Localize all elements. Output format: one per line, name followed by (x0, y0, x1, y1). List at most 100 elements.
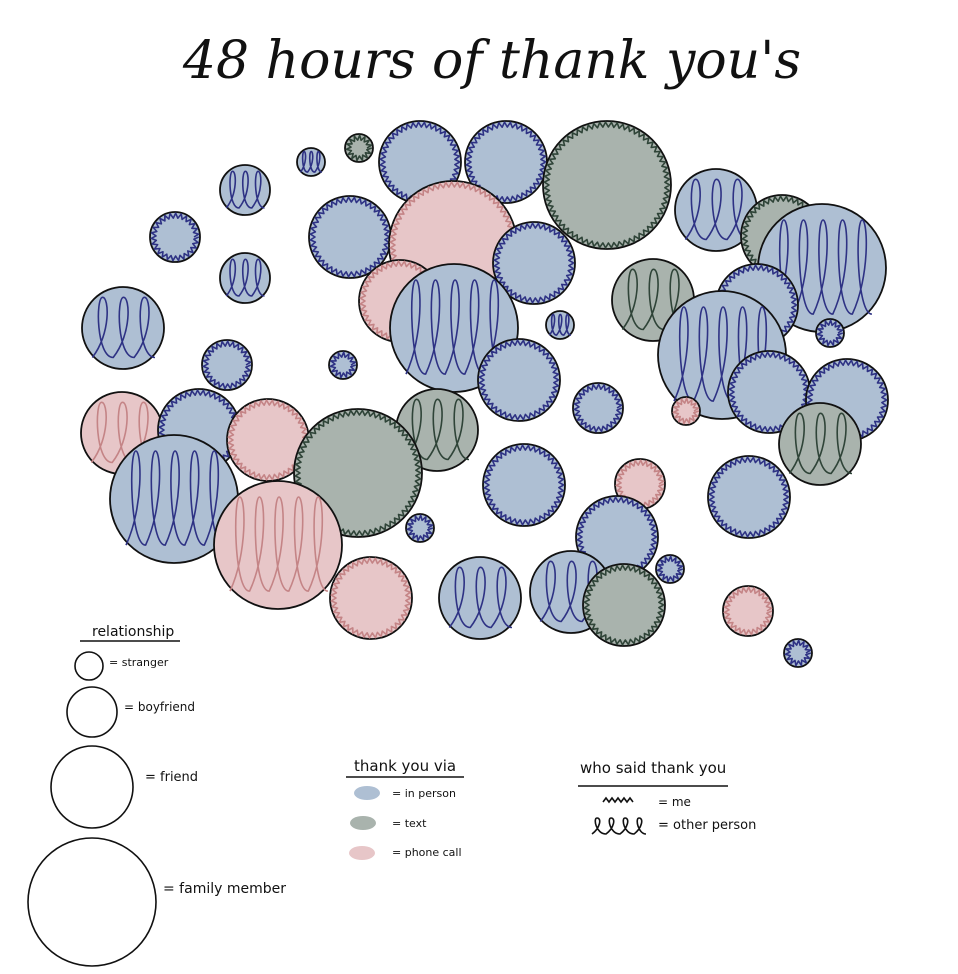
me-zigzag-mark (478, 339, 560, 421)
thank-you-bubble (542, 120, 672, 250)
me-zigzag-mark (294, 409, 422, 537)
me-zigzag-mark (573, 383, 623, 433)
other-person-legend-label: = other person (658, 818, 756, 833)
me-zigzag-mark (465, 121, 547, 203)
other-loops-mark (90, 401, 155, 464)
me-zigzag-mark (309, 196, 391, 278)
me-zigzag-mark (329, 351, 357, 379)
thank-you-bubble (582, 563, 666, 647)
me-zigzag-mark (150, 212, 200, 262)
in-person-legend-label: = in person (392, 787, 456, 800)
relationship-legend-heading: relationship (92, 624, 174, 640)
me-zigzag-mark (656, 555, 684, 583)
me-zigzag-mark (816, 319, 844, 347)
bubble-circle (542, 120, 672, 250)
in-person-swatch (354, 786, 380, 800)
other-loops-mark (405, 279, 505, 375)
me-zigzag-mark (543, 121, 671, 249)
title: 48 hours of thank you's (182, 31, 801, 91)
who-legend-heading: who said thank you (580, 759, 726, 777)
bubble-circle (213, 480, 343, 610)
me-zigzag-mark (330, 557, 412, 639)
thank-you-bubble (81, 286, 165, 370)
other-loops-mark (684, 178, 749, 241)
thank-you-bubble (405, 513, 435, 543)
thank-you-bubble (572, 382, 624, 434)
thank-you-bubble (464, 120, 548, 204)
text-legend-label: = text (392, 817, 427, 830)
family-member-size-circle (27, 837, 157, 967)
bubble-circle (482, 443, 566, 527)
bubble-circle (149, 211, 201, 263)
via-legend: thank you via = in person = text = phone… (346, 757, 464, 860)
thank-you-bubble (201, 339, 253, 391)
thank-you-bubble (329, 556, 413, 640)
bubble-circle (582, 563, 666, 647)
other-loops-mark (788, 412, 853, 475)
other-loops-mark (548, 313, 572, 336)
thank-you-bubble (438, 556, 522, 640)
thank-you-bubble (655, 554, 685, 584)
me-zigzag-mark (806, 359, 888, 441)
thank-you-bubble (344, 133, 374, 163)
thank-you-bubble (722, 585, 774, 637)
thank-you-bubble (707, 455, 791, 539)
other-loops-mark (91, 296, 156, 359)
me-zigzag-mark (227, 399, 309, 481)
bubble-circle (81, 286, 165, 370)
thank-you-bubble (219, 164, 271, 216)
me-zigzag-mark (708, 456, 790, 538)
bubble-circle (201, 339, 253, 391)
me-zigzag-mark (202, 340, 252, 390)
phone-call-legend-label: = phone call (392, 846, 462, 859)
bubble-circle (572, 382, 624, 434)
other-loops-mark (225, 170, 265, 209)
thank-you-bubble (545, 310, 575, 340)
me-zigzag-mark (615, 459, 665, 509)
thank-you-bubble (149, 211, 201, 263)
bubble-cluster (80, 120, 889, 668)
me-zigzag-mark (483, 444, 565, 526)
bubble-circle (778, 402, 862, 486)
bubble-circle (438, 556, 522, 640)
thank-you-bubble (575, 495, 659, 579)
me-zigzag-mark (406, 514, 434, 542)
me-zigzag-mark (723, 586, 773, 636)
bubble-circle (329, 556, 413, 640)
phone-call-swatch (349, 846, 375, 860)
family-member-legend-label: = family member (163, 881, 286, 897)
thank-you-bubble (477, 338, 561, 422)
me-zigzag-mark (583, 564, 665, 646)
thank-you-bubble (296, 147, 326, 177)
stranger-size-circle (74, 651, 104, 681)
bubble-circle (707, 455, 791, 539)
thank-you-bubble (328, 350, 358, 380)
other-loops-mark (405, 398, 470, 461)
me-zigzag-mark (493, 222, 575, 304)
me-zigzag-mark (345, 134, 373, 162)
thank-you-bubble (492, 221, 576, 305)
other-loops-icon (591, 817, 647, 835)
other-loops-mark (299, 150, 323, 173)
thank-you-bubble (783, 638, 813, 668)
bubble-circle (722, 585, 774, 637)
thank-you-bubble (109, 434, 239, 564)
me-zigzag-mark (672, 397, 700, 425)
text-swatch (350, 816, 376, 830)
thank-you-bubble (482, 443, 566, 527)
other-loops-mark (225, 258, 265, 297)
friend-legend-label: = friend (145, 770, 198, 785)
me-zigzag-mark (784, 639, 812, 667)
boyfriend-legend-label: = boyfriend (124, 700, 195, 714)
other-loops-mark (621, 268, 686, 331)
me-legend-label: = me (658, 795, 691, 809)
other-loops-mark (229, 496, 329, 592)
thank-you-bubble (671, 396, 701, 426)
other-loops-mark (539, 560, 604, 623)
other-loops-mark (448, 566, 513, 629)
other-loops-mark (125, 450, 225, 546)
thank-you-bubble (219, 252, 271, 304)
bubble-circle (492, 221, 576, 305)
relationship-legend: relationship = stranger = boyfriend = fr… (27, 624, 286, 967)
